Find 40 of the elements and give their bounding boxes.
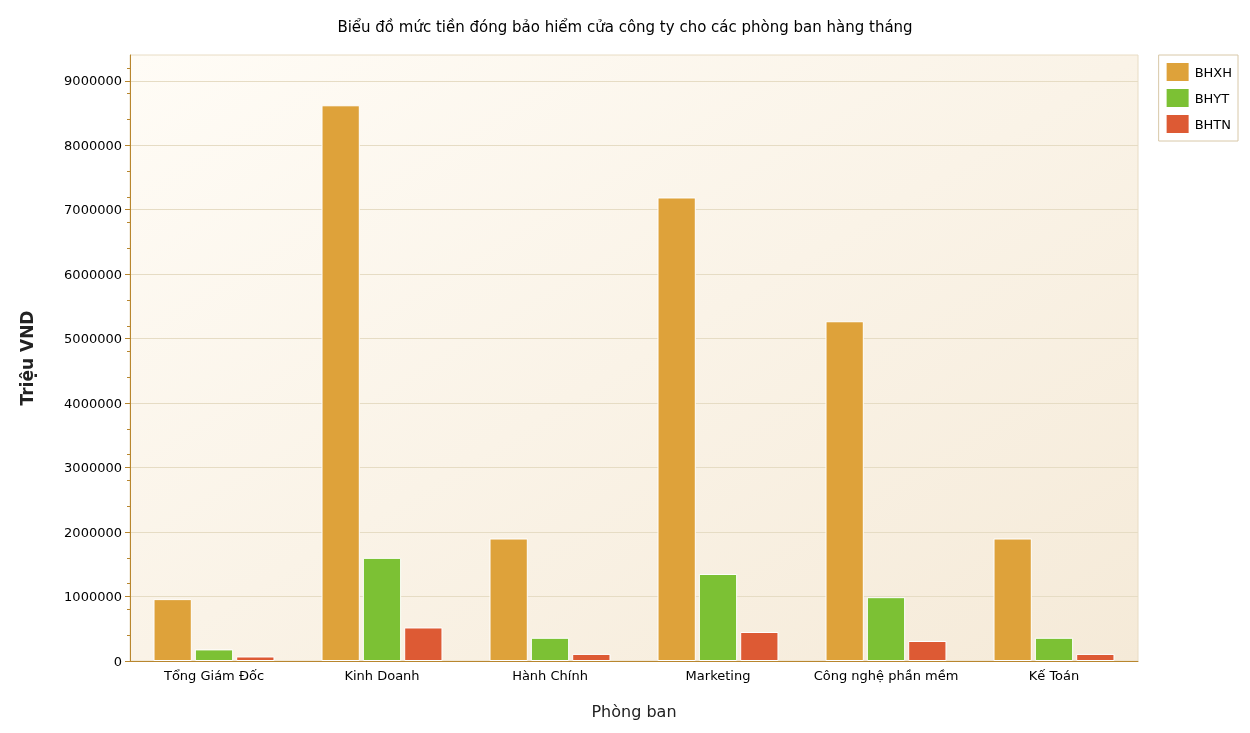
y-tick-label: 5000000 xyxy=(64,331,122,347)
bar xyxy=(698,573,738,661)
y-tick-label: 1000000 xyxy=(64,589,122,605)
y-tick-label: 3000000 xyxy=(64,460,122,476)
bar xyxy=(236,656,275,661)
legend-label: BHTN xyxy=(1194,116,1231,132)
x-tick-label: Hành Chính xyxy=(512,668,588,683)
bar xyxy=(657,197,696,661)
bar xyxy=(153,599,192,661)
x-tick-label: Kế Toán xyxy=(1028,668,1080,683)
bar xyxy=(825,321,864,661)
y-tick-label: 9000000 xyxy=(64,73,122,89)
bar xyxy=(1076,653,1115,661)
x-tick-label: Tổng Giám Đốc xyxy=(162,668,265,683)
legend-label: BHXH xyxy=(1194,64,1232,80)
bar xyxy=(993,538,1032,661)
bar xyxy=(530,637,570,661)
y-tick-label: 7000000 xyxy=(64,202,122,218)
y-tick-label: 6000000 xyxy=(64,266,122,282)
bar xyxy=(489,538,528,661)
bar xyxy=(404,627,443,661)
bar xyxy=(740,631,779,661)
x-tick-label: Kinh Doanh xyxy=(344,668,420,683)
bar xyxy=(866,597,906,661)
x-tick-label: Công nghệ phần mềm xyxy=(813,668,959,683)
bar xyxy=(1034,637,1074,661)
chart-title: Biểu đồ mức tiền đóng bảo hiểm cửa công ty cho các phòng ban hàng tháng xyxy=(337,17,913,36)
legend-label: BHYT xyxy=(1194,90,1230,106)
y-tick-label: 8000000 xyxy=(64,137,122,153)
bar xyxy=(321,105,360,661)
bar xyxy=(194,649,234,661)
y-tick-label: 4000000 xyxy=(64,395,122,411)
bar xyxy=(908,641,947,661)
y-tick-label: 2000000 xyxy=(64,524,122,540)
x-axis-title: Phòng ban xyxy=(591,701,677,721)
x-tick-label: Marketing xyxy=(685,668,751,683)
y-tick-label: 0 xyxy=(113,653,122,669)
bar xyxy=(572,653,611,661)
y-axis-title: Triệu VND xyxy=(16,310,37,406)
bar xyxy=(362,557,402,661)
